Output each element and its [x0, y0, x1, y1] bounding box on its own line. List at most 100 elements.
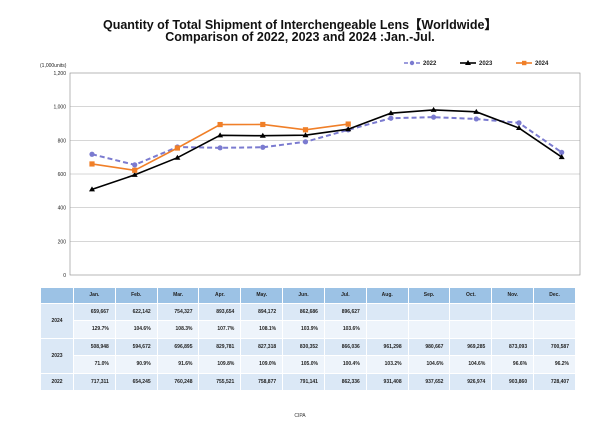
series-line-2023	[91, 109, 563, 191]
data-point-2022	[516, 120, 522, 126]
pct-cell: 109.8%	[198, 355, 242, 374]
year-label: 2023	[40, 337, 74, 374]
pct-cell: 105.0%	[282, 355, 325, 374]
x-tick-label: Nov.	[491, 287, 535, 304]
table-row: 129.7% 104.6% 108.3% 107.7% 108.1% 103.9% 103.…	[41, 320, 576, 339]
data-point-2023	[473, 108, 480, 114]
x-tick-label: Oct.	[449, 287, 493, 304]
pct-cell: 96.6%	[491, 355, 535, 374]
legend-marker	[409, 60, 415, 66]
table-cell: 700,587	[533, 337, 576, 356]
table-cell: 862,686	[282, 302, 325, 321]
x-tick-label: Feb.	[114, 287, 158, 304]
chart-subtitle: Comparison of 2022, 2023 and 2024 :Jan.-…	[165, 30, 435, 44]
table-cell	[491, 302, 535, 321]
data-point-2023	[430, 106, 437, 112]
data-point-2023	[516, 125, 522, 131]
y-tick-label: 600	[58, 172, 67, 178]
data-point-2022	[473, 116, 479, 122]
table-row: 2024 659,667 622,142 754,327 893,654 894,172 8…	[40, 302, 576, 339]
table-cell: 896,627	[323, 302, 367, 321]
data-point-2023	[259, 132, 266, 138]
pct-cell	[491, 320, 535, 339]
table-cell: 791,141	[282, 372, 325, 391]
table-row: 2022 717,311 654,245 760,248 755,521 758,877 7…	[40, 372, 576, 391]
data-point-2022	[89, 151, 95, 157]
y-tick-label: 800	[58, 138, 67, 144]
y-tick-label: 1,000	[53, 105, 66, 111]
data-point-2024	[174, 145, 180, 151]
pct-cell	[407, 320, 451, 339]
data-point-2024	[132, 167, 138, 173]
data-table: Jan. Feb. Mar. Apr. May. Jun. Jul. Aug. Sep. Oct.…	[40, 287, 576, 391]
pct-cell: 108.1%	[240, 320, 284, 339]
legend-marker	[522, 60, 527, 66]
table-cell: 937,652	[407, 372, 451, 391]
data-point-2023	[89, 186, 95, 192]
chart-title: Quantity of Total Shipment of Intercheng…	[102, 18, 497, 32]
pct-cell: 104.6%	[114, 320, 158, 339]
table-cell: 594,672	[114, 337, 158, 356]
table-cell	[533, 302, 576, 321]
table-cell: 754,327	[156, 302, 200, 321]
x-tick-label: Jun.	[282, 287, 325, 304]
table-cell: 829,781	[198, 337, 242, 356]
pct-cell: 90.9%	[114, 355, 158, 374]
pct-cell: 103.9%	[282, 320, 325, 339]
year-label: 2024	[40, 302, 74, 339]
table-cell: 508,948	[73, 337, 116, 356]
x-tick-label: Aug.	[365, 287, 409, 304]
x-tick-label: Jul.	[323, 287, 367, 304]
table-cell: 758,877	[240, 372, 284, 391]
data-point-2022	[302, 139, 309, 145]
table-cell: 931,408	[365, 372, 409, 391]
table-cell	[449, 302, 493, 321]
pct-cell: 103.2%	[365, 355, 409, 374]
y-tick-label: 200	[58, 239, 67, 245]
table-cell: 659,667	[73, 302, 116, 321]
table-cell: 969,285	[449, 337, 493, 356]
table-row: 2023 508,948 594,672 696,895 829,781 827,318 8…	[40, 337, 576, 374]
pct-cell: 96.2%	[533, 355, 576, 374]
table-cell: 654,245	[114, 372, 158, 391]
data-point-2022	[132, 162, 138, 168]
data-point-2022	[431, 114, 437, 120]
x-tick-label: Sep.	[407, 287, 451, 304]
pct-cell	[365, 320, 409, 339]
y-tick-label: 400	[58, 206, 67, 212]
x-tick-label: Mar.	[156, 287, 200, 304]
data-point-2022	[388, 115, 394, 121]
pct-cell: 108.3%	[156, 320, 200, 339]
pct-cell: 104.6%	[449, 355, 493, 374]
table-cell: 755,521	[198, 372, 242, 391]
legend-label-2022: 2022	[423, 61, 437, 67]
x-tick-label: May.	[240, 287, 284, 304]
line-chart: 0 200 400 600 800 1,000 1,200 (1,000units) 2022 2…	[40, 60, 581, 279]
data-point-2023	[131, 171, 138, 177]
y-axis-unit: (1,000units)	[40, 63, 67, 69]
pct-cell: 109.0%	[240, 355, 284, 374]
table-row: Jan. Feb. Mar. Apr. May. Jun. Jul. Aug. Sep. Oct.…	[40, 287, 576, 304]
table-cell: 894,172	[240, 302, 284, 321]
table-cell: 696,895	[156, 337, 200, 356]
data-point-2022	[260, 144, 266, 150]
pct-cell: 71.0%	[73, 355, 116, 374]
table-cell	[365, 302, 409, 321]
pct-cell: 129.7%	[73, 320, 116, 339]
data-point-2023	[387, 110, 394, 116]
data-point-2023	[302, 132, 309, 138]
pct-cell: 100.4%	[323, 355, 367, 374]
data-point-2024	[302, 127, 309, 133]
pct-cell: 107.7%	[198, 320, 242, 339]
table-row: 71.0% 90.9% 91.6% 109.8% 109.0% 105.0% 100.4% 1…	[41, 355, 576, 374]
pct-cell: 103.6%	[323, 320, 367, 339]
table-cell: 903,860	[491, 372, 535, 391]
series-line-2022	[91, 116, 563, 166]
table-cell: 830,352	[282, 337, 325, 356]
table-cell: 926,974	[449, 372, 493, 391]
data-point-2023	[345, 126, 352, 132]
table-corner	[40, 287, 74, 304]
table-cell: 760,248	[156, 372, 200, 391]
pct-cell: 91.6%	[156, 355, 200, 374]
pct-cell: 104.6%	[407, 355, 451, 374]
